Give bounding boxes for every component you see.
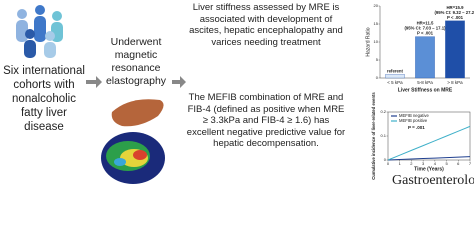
graphical-abstract: 0 5 10 15 20 Hazard Ratio Liver Stiffness on M… xyxy=(3,2,474,188)
y-tick-label: 20 xyxy=(374,3,379,8)
bar-label: referent xyxy=(387,69,404,74)
people-icon xyxy=(16,5,63,58)
x-tick-label: 5-8 kPa xyxy=(417,80,433,85)
finding-text: The MEFIB combination of MRE and FIB-4 (… xyxy=(186,92,346,149)
liver-image xyxy=(101,99,165,184)
x-tick-label: 3 xyxy=(422,161,425,166)
y-tick-label: 15 xyxy=(374,21,379,26)
bar-label: HR=15.9 xyxy=(446,5,464,10)
x-tick-label: > 8 kPa xyxy=(447,80,463,85)
series-line xyxy=(387,125,471,161)
x-tick-label: 0 xyxy=(387,161,390,166)
x-tick-label: 4 xyxy=(434,161,437,166)
x-tick-label: 7 xyxy=(469,161,472,166)
annotation: P = .001 xyxy=(408,125,425,130)
y-tick-label: 0.2 xyxy=(380,109,386,114)
finding-text: Liver stiffness assessed by MRE is assoc… xyxy=(189,2,343,48)
y-axis-label: Cumulative incidence of liver-related ev… xyxy=(371,92,376,180)
brand: Gastroenterology xyxy=(392,173,474,188)
legend-label: MEFIB positive xyxy=(399,118,428,123)
y-tick-label: 0.1 xyxy=(380,133,386,138)
cohort-text: Six international cohorts with nonalcoho… xyxy=(3,65,85,133)
x-axis-label: Liver Stiffness on MRE xyxy=(398,87,453,93)
mre-text: Underwent magnetic resonance elastograph… xyxy=(105,36,167,87)
bar-label: (95% CI: 7.03 – 17.1) xyxy=(404,26,446,31)
y-tick-label: 0 xyxy=(384,157,387,162)
legend-label: MEFIB negative xyxy=(399,113,429,118)
y-tick-label: 0 xyxy=(376,75,379,80)
arrow xyxy=(86,76,102,88)
bar xyxy=(445,20,465,79)
bar-label: (95% CI: 9.32 – 27.2) xyxy=(434,10,474,15)
arrow xyxy=(172,76,186,88)
bar-label: P < .001 xyxy=(417,31,434,36)
x-tick-label: < 5 kPa xyxy=(387,80,403,85)
bar xyxy=(385,74,405,79)
y-tick-label: 5 xyxy=(376,57,379,62)
x-tick-label: 6 xyxy=(457,161,460,166)
series-line xyxy=(387,156,471,161)
x-tick-label: 5 xyxy=(445,161,448,166)
bar-label: HR=11.5 xyxy=(417,21,434,26)
bar xyxy=(415,36,435,79)
x-axis-label: Time (Years) xyxy=(414,166,444,172)
y-tick-label: 10 xyxy=(374,39,379,44)
x-tick-label: 2 xyxy=(410,161,413,166)
y-axis-label: Hazard Ratio xyxy=(365,27,371,56)
bar-label: P < .001 xyxy=(447,15,464,20)
x-tick-label: 1 xyxy=(399,161,402,166)
